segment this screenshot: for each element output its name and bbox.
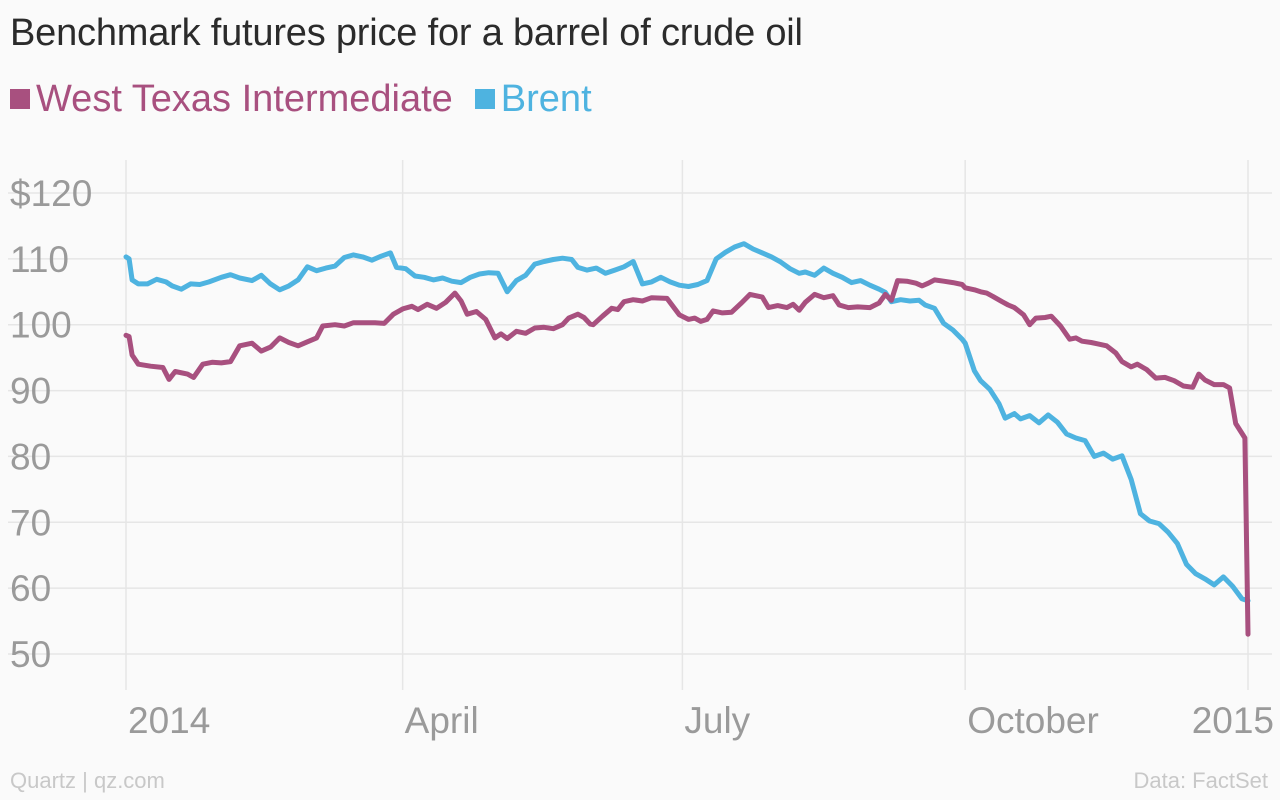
x-tick-label: April bbox=[405, 700, 479, 741]
series-lines bbox=[123, 241, 1251, 637]
footer-source: Quartz | qz.com bbox=[10, 768, 165, 793]
y-tick-label: 80 bbox=[10, 436, 51, 477]
x-tick-label: 2014 bbox=[128, 700, 210, 741]
x-tick-label: 2015 bbox=[1192, 700, 1274, 741]
series-line-brent bbox=[123, 241, 1251, 604]
legend-label-brent: Brent bbox=[500, 77, 592, 120]
x-tick-label: October bbox=[967, 700, 1099, 741]
chart-title: Benchmark futures price for a barrel of … bbox=[10, 12, 803, 54]
y-tick-label: 100 bbox=[10, 305, 72, 346]
x-axis-ticks: 2014 April July October 2015 bbox=[128, 700, 1274, 741]
legend-label-wti: West Texas Intermediate bbox=[36, 77, 453, 120]
y-tick-label: 110 bbox=[10, 239, 69, 280]
x-tick-label: July bbox=[684, 700, 750, 741]
footer-data-credit: Data: FactSet bbox=[1133, 768, 1268, 793]
y-tick-label: 70 bbox=[10, 502, 51, 543]
y-axis-ticks: $120 110 100 90 80 70 60 50 bbox=[10, 173, 92, 675]
legend-item-wti: West Texas Intermediate bbox=[10, 78, 453, 121]
grid bbox=[8, 160, 1272, 690]
legend-swatch-brent bbox=[474, 89, 495, 109]
y-tick-label: 50 bbox=[10, 634, 51, 675]
y-tick-label: 60 bbox=[10, 568, 51, 609]
legend-swatch-wti bbox=[10, 89, 30, 109]
y-tick-label: $120 bbox=[10, 173, 92, 214]
series-line-wti bbox=[123, 277, 1251, 637]
legend: West Texas Intermediate Brent bbox=[10, 76, 614, 122]
legend-item-brent: Brent bbox=[474, 77, 592, 121]
y-tick-label: 90 bbox=[10, 371, 51, 412]
